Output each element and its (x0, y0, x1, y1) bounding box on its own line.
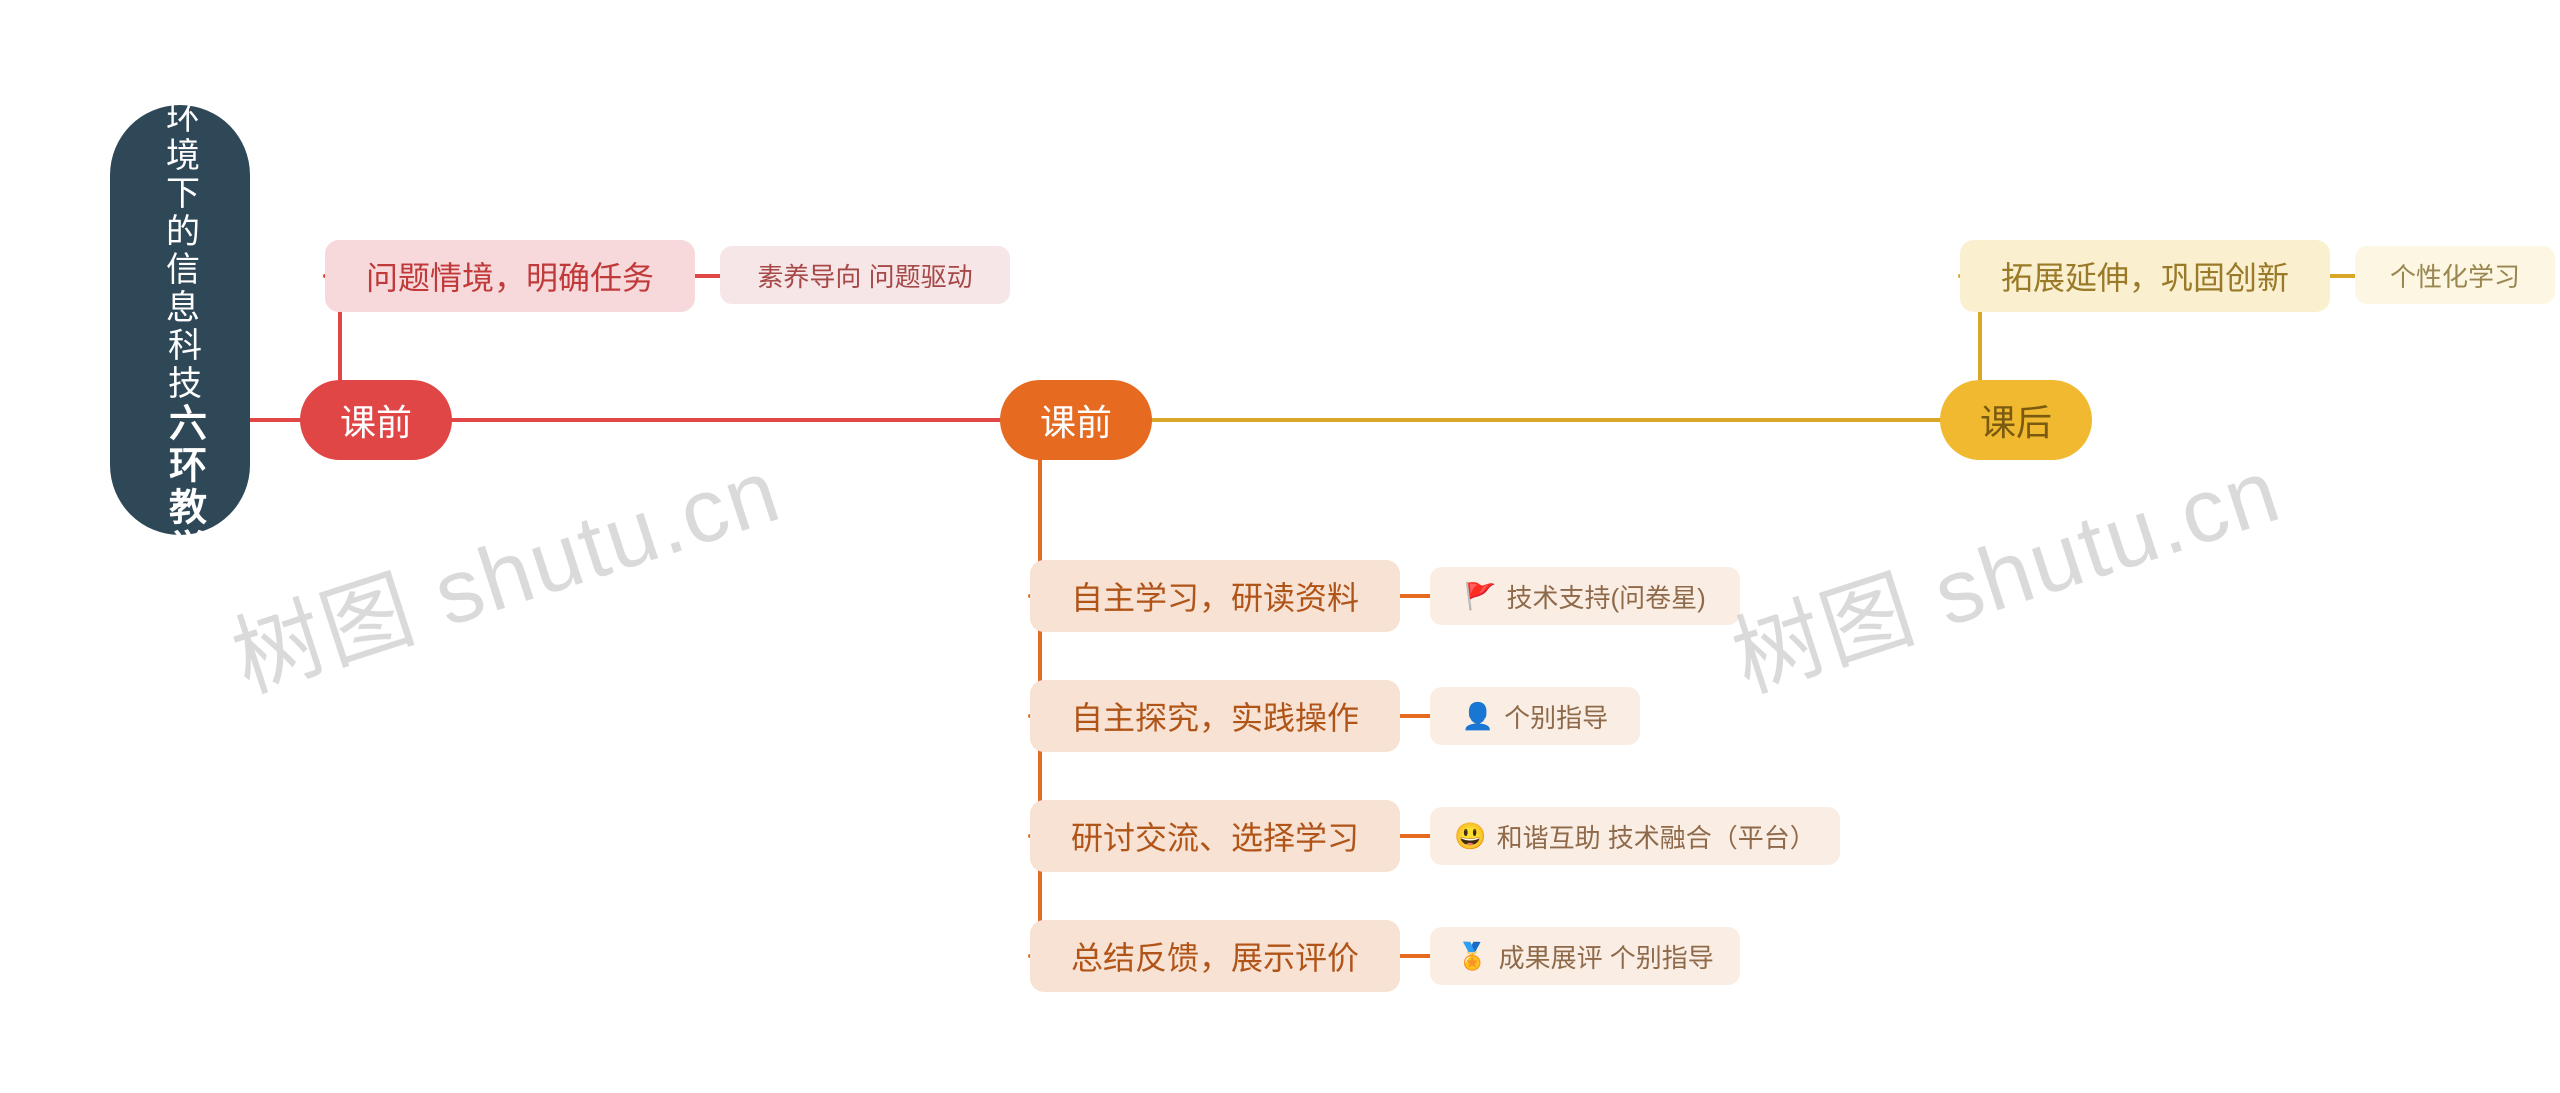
node-discuss: 研讨交流、选择学习 (1030, 800, 1400, 872)
root-node: 数字化环境下的信息 科技 六环教学模式 (110, 105, 250, 535)
smile-icon: 😃 (1454, 823, 1486, 849)
node-label: 问题情境，明确任务 (366, 253, 654, 299)
branch-label: 课前 (340, 394, 412, 446)
leaf-label: 和谐互助 技术融合（平台） (1497, 818, 1816, 855)
node-self-explore: 自主探究，实践操作 (1030, 680, 1400, 752)
leaf-showcase: 🏅 成果展评 个别指导 (1430, 927, 1740, 985)
node-label: 拓展延伸，巩固创新 (2001, 253, 2289, 299)
leaf-personalized: 个性化学习 (2355, 246, 2555, 304)
watermark: 树图 shutu.cn (214, 413, 807, 716)
branch-preclass-1: 课前 (300, 380, 452, 460)
node-extend: 拓展延伸，巩固创新 (1960, 240, 2330, 312)
leaf-label: 个性化学习 (2390, 257, 2520, 294)
leaf-tech-support: 🚩 技术支持(问卷星) (1430, 567, 1740, 625)
leaf-orientation: 素养导向 问题驱动 (720, 246, 1010, 304)
node-label: 研讨交流、选择学习 (1071, 813, 1359, 859)
node-summary: 总结反馈，展示评价 (1030, 920, 1400, 992)
mindmap-canvas: 数字化环境下的信息 科技 六环教学模式 课前 问题情境，明确任务 素养导向 问题… (0, 0, 2560, 1093)
branch-label: 课后 (1980, 394, 2052, 446)
branch-label: 课前 (1040, 394, 1112, 446)
node-label: 总结反馈，展示评价 (1071, 933, 1359, 979)
root-title: 六环教学模式 (157, 403, 212, 655)
leaf-label: 成果展评 个别指导 (1499, 938, 1714, 975)
node-problem-context: 问题情境，明确任务 (325, 240, 695, 312)
leaf-harmony: 😃 和谐互助 技术融合（平台） (1430, 807, 1840, 865)
leaf-label: 素养导向 问题驱动 (757, 257, 972, 294)
root-subtitle-1: 数字化环境下的信息 (156, 0, 205, 327)
branch-postclass: 课后 (1940, 380, 2092, 460)
leaf-individual-guide: 👤 个别指导 (1430, 687, 1640, 745)
leaf-label: 技术支持(问卷星) (1507, 578, 1706, 615)
flag-icon: 🚩 (1464, 583, 1496, 609)
person-icon: 👤 (1462, 703, 1494, 729)
root-subtitle-2: 科技 (158, 327, 207, 403)
branch-preclass-2: 课前 (1000, 380, 1152, 460)
node-label: 自主学习，研读资料 (1071, 573, 1359, 619)
leaf-label: 个别指导 (1504, 698, 1608, 735)
node-label: 自主探究，实践操作 (1071, 693, 1359, 739)
node-self-learn: 自主学习，研读资料 (1030, 560, 1400, 632)
medal-icon: 🏅 (1456, 943, 1488, 969)
